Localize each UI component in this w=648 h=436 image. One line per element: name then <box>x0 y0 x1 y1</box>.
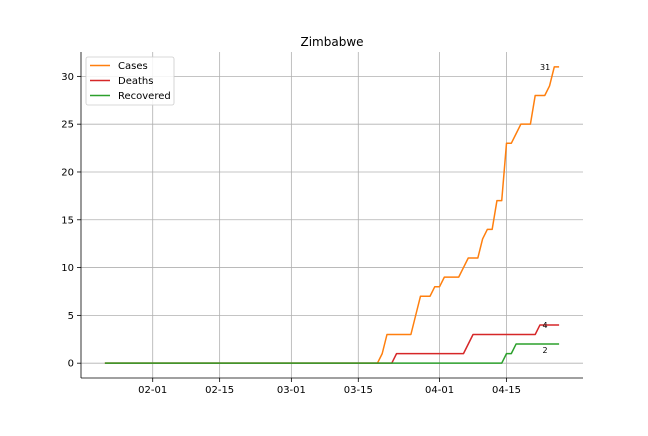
x-tick-label: 02-01 <box>138 385 167 396</box>
series-line-deaths <box>104 324 560 364</box>
x-tick-label: 02-15 <box>205 385 234 396</box>
x-tick-label: 04-15 <box>492 385 521 396</box>
y-tick-label: 25 <box>61 120 74 131</box>
y-tick-label: 5 <box>68 311 74 322</box>
legend-label-recovered: Recovered <box>118 91 171 102</box>
x-tick-label: 04-01 <box>425 385 454 396</box>
y-tick-label: 30 <box>61 72 74 83</box>
y-tick-label: 15 <box>61 215 74 226</box>
axes: 0 5 10 15 20 25 30 02-01 02-15 03-01 03-15 04-01 04-… <box>61 52 583 396</box>
series-line-recovered <box>104 343 560 364</box>
y-tick-label: 0 <box>68 359 74 370</box>
y-tick-label: 10 <box>61 263 74 274</box>
end-label-deaths: 4 <box>543 321 548 330</box>
series-lines <box>104 66 560 364</box>
end-labels: 31 4 2 <box>540 63 550 355</box>
x-tick-label: 03-01 <box>277 385 306 396</box>
grid-lines <box>81 52 583 378</box>
end-label-cases: 31 <box>540 63 550 72</box>
x-tick-label: 03-15 <box>344 385 373 396</box>
y-tick-label: 20 <box>61 167 74 178</box>
series-line-cases <box>104 66 560 364</box>
legend-label-deaths: Deaths <box>118 76 153 87</box>
end-label-recovered: 2 <box>543 346 548 355</box>
legend: Cases Deaths Recovered <box>85 56 175 106</box>
legend-box <box>85 56 175 106</box>
chart-title: Zimbabwe <box>300 35 363 49</box>
legend-label-cases: Cases <box>118 61 148 72</box>
